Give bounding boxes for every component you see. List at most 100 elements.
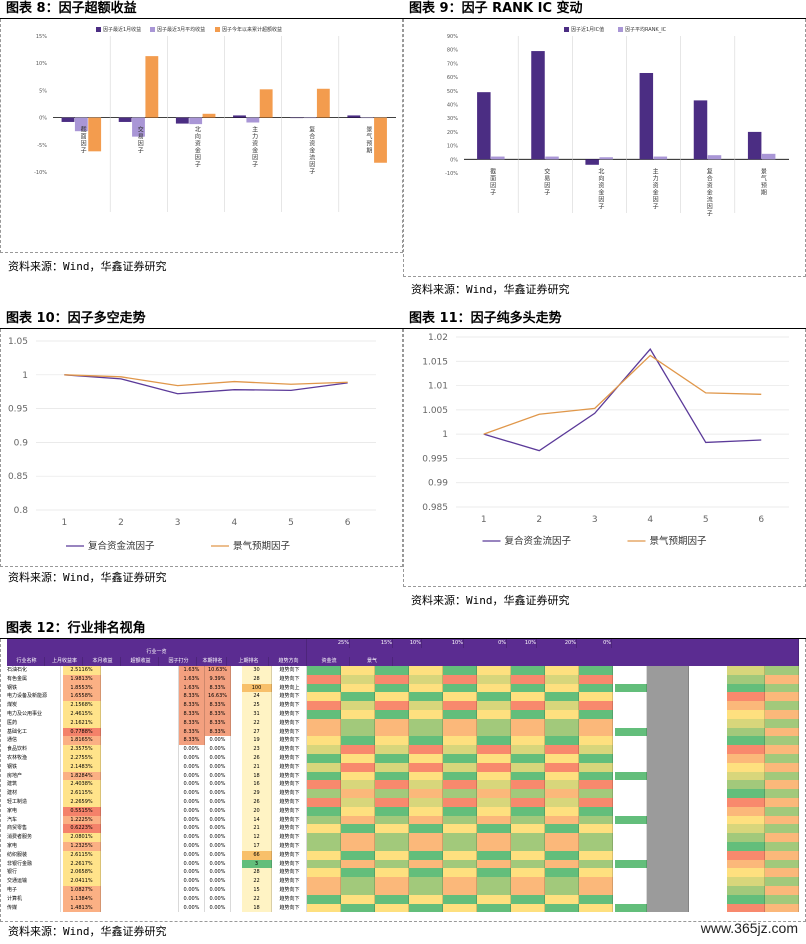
category-label-char: 资 — [598, 181, 604, 189]
grey-block — [647, 842, 689, 851]
category-label-char: 资 — [653, 181, 659, 189]
grey-block — [647, 780, 689, 790]
grey-block — [647, 683, 689, 693]
heat-cell — [341, 754, 375, 763]
weight-cell: 0% — [577, 639, 612, 648]
heat-cell — [545, 683, 579, 693]
excess-return: 0.00% — [205, 868, 231, 878]
industry-name: 通信 — [7, 736, 61, 746]
trend-direction: 趋势向下 — [273, 771, 307, 781]
heat-cell — [307, 718, 341, 728]
flag-cell — [615, 745, 647, 754]
factor-score: 17 — [242, 842, 272, 851]
x-tick-label: 6 — [345, 518, 351, 528]
last-month-return: 0.5515% — [63, 806, 101, 816]
rank-heat-cell — [727, 903, 765, 913]
grey-block — [647, 762, 689, 772]
y-tick-label: 0.985 — [422, 503, 448, 513]
group-title: 行业一览 — [7, 648, 307, 657]
bar-2 — [132, 117, 145, 137]
heat-cell — [341, 727, 375, 737]
bar-2 — [545, 156, 559, 160]
monthly-return: 0.00% — [179, 762, 205, 772]
heat-cell — [341, 771, 375, 781]
bar-2 — [189, 117, 203, 125]
factor-score: 22 — [242, 894, 272, 904]
grey-block — [647, 815, 689, 825]
excess-return: 16.63% — [205, 692, 231, 702]
heat-cell — [409, 886, 443, 895]
heat-cell — [545, 771, 579, 781]
heat-cell — [579, 780, 613, 790]
heat-cell — [409, 903, 443, 913]
heat-cell — [579, 745, 613, 754]
y-tick-label: 5% — [39, 88, 47, 94]
heat-cell — [341, 877, 375, 886]
heat-cell — [443, 780, 477, 790]
y-tick-label: 90% — [447, 34, 458, 40]
heat-cell — [511, 745, 545, 754]
y-tick-label: 0.95 — [8, 405, 28, 415]
y-tick-label: 40% — [447, 103, 458, 109]
last-month-return: 2.4615% — [63, 710, 101, 719]
heat-cell — [375, 850, 409, 860]
category-label-char: 交 — [544, 167, 550, 175]
bar-1 — [175, 117, 189, 124]
series-line-1 — [483, 348, 762, 452]
last-month-return: 0.7788% — [63, 727, 101, 737]
series-line-2 — [64, 374, 348, 387]
category-label-char: 子 — [544, 189, 550, 196]
monthly-return: 1.63% — [179, 683, 205, 693]
heat-cell — [341, 789, 375, 798]
legend-swatch — [150, 27, 155, 32]
heat-cell — [545, 868, 579, 878]
x-tick-label: 1 — [481, 515, 487, 525]
trend-direction: 趋势向下 — [273, 903, 307, 913]
grey-block — [647, 692, 689, 702]
rank-heat-cell — [765, 736, 799, 746]
figure-8-panel: 图表 8：因子超额收益 15% 10% 5% 0% -5% -10% 截面因子交易因子北向资… — [0, 0, 403, 310]
heat-cell — [477, 894, 511, 904]
rank-heat-cell — [765, 789, 799, 798]
category-label-char: 流 — [707, 195, 713, 203]
heat-cell — [511, 859, 545, 869]
heat-cell — [409, 718, 443, 728]
heat-cell — [307, 727, 341, 737]
monthly-return: 0.00% — [179, 745, 205, 754]
y-tick-label: 50% — [447, 89, 458, 95]
heat-cell — [409, 789, 443, 798]
rank-heat-cell — [765, 745, 799, 754]
x-tick-label: 1 — [61, 518, 67, 528]
heat-cell — [307, 886, 341, 895]
heat-cell — [307, 683, 341, 693]
figure-10-panel: 图表 10：因子多空走势 1.05 1 0.95 0.9 0.85 0.8 1 2 3 4 5 6 复合… — [0, 310, 403, 620]
heat-cell — [545, 806, 579, 816]
heat-cell — [477, 833, 511, 842]
heat-cell — [443, 842, 477, 851]
heat-cell — [375, 868, 409, 878]
last-month-return: 1.0827% — [63, 886, 101, 895]
last-month-return: 2.3575% — [63, 745, 101, 754]
bar-2 — [74, 117, 88, 132]
heat-cell — [545, 859, 579, 869]
category-label-char: 主 — [653, 167, 659, 175]
last-month-return: 1.8284% — [63, 771, 101, 781]
category-label-char: 预 — [366, 140, 372, 148]
column-header: 超额收益 — [123, 657, 159, 666]
figure-12-source: 资料来源：Wind，华鑫证券研究 — [8, 925, 167, 938]
heat-cell — [307, 903, 341, 913]
heat-cell — [545, 842, 579, 851]
grey-block — [647, 833, 689, 842]
heat-cell — [579, 815, 613, 825]
series-line-2 — [483, 354, 762, 435]
category-label-char: 子 — [138, 148, 144, 155]
heat-cell — [511, 798, 545, 807]
column-header: 本期排名 — [199, 657, 227, 666]
trend-direction: 趋势向下 — [273, 780, 307, 790]
trend-direction: 趋势向下 — [273, 886, 307, 895]
y-tick-label: 1.05 — [8, 337, 28, 347]
figure-11-chart: 1.02 1.015 1.01 1.005 1 0.995 0.99 0.985 1 2 3 4 5 6 复… — [422, 333, 789, 547]
heat-cell — [307, 789, 341, 798]
industry-name: 钢铁 — [7, 683, 61, 693]
legend-swatch — [618, 27, 623, 32]
